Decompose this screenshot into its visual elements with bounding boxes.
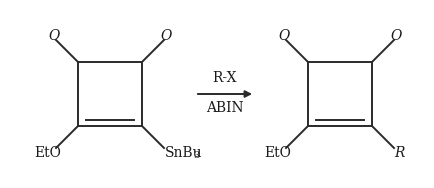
Text: R: R: [394, 146, 404, 160]
Text: O: O: [48, 29, 60, 43]
Text: R-X: R-X: [213, 71, 237, 85]
Text: ABIN: ABIN: [206, 101, 244, 115]
Text: EtO: EtO: [265, 146, 292, 160]
Text: O: O: [160, 29, 172, 43]
Text: 3: 3: [193, 152, 199, 161]
Text: SnBu: SnBu: [165, 146, 203, 160]
Text: EtO: EtO: [35, 146, 62, 160]
Text: O: O: [278, 29, 289, 43]
Text: O: O: [390, 29, 402, 43]
